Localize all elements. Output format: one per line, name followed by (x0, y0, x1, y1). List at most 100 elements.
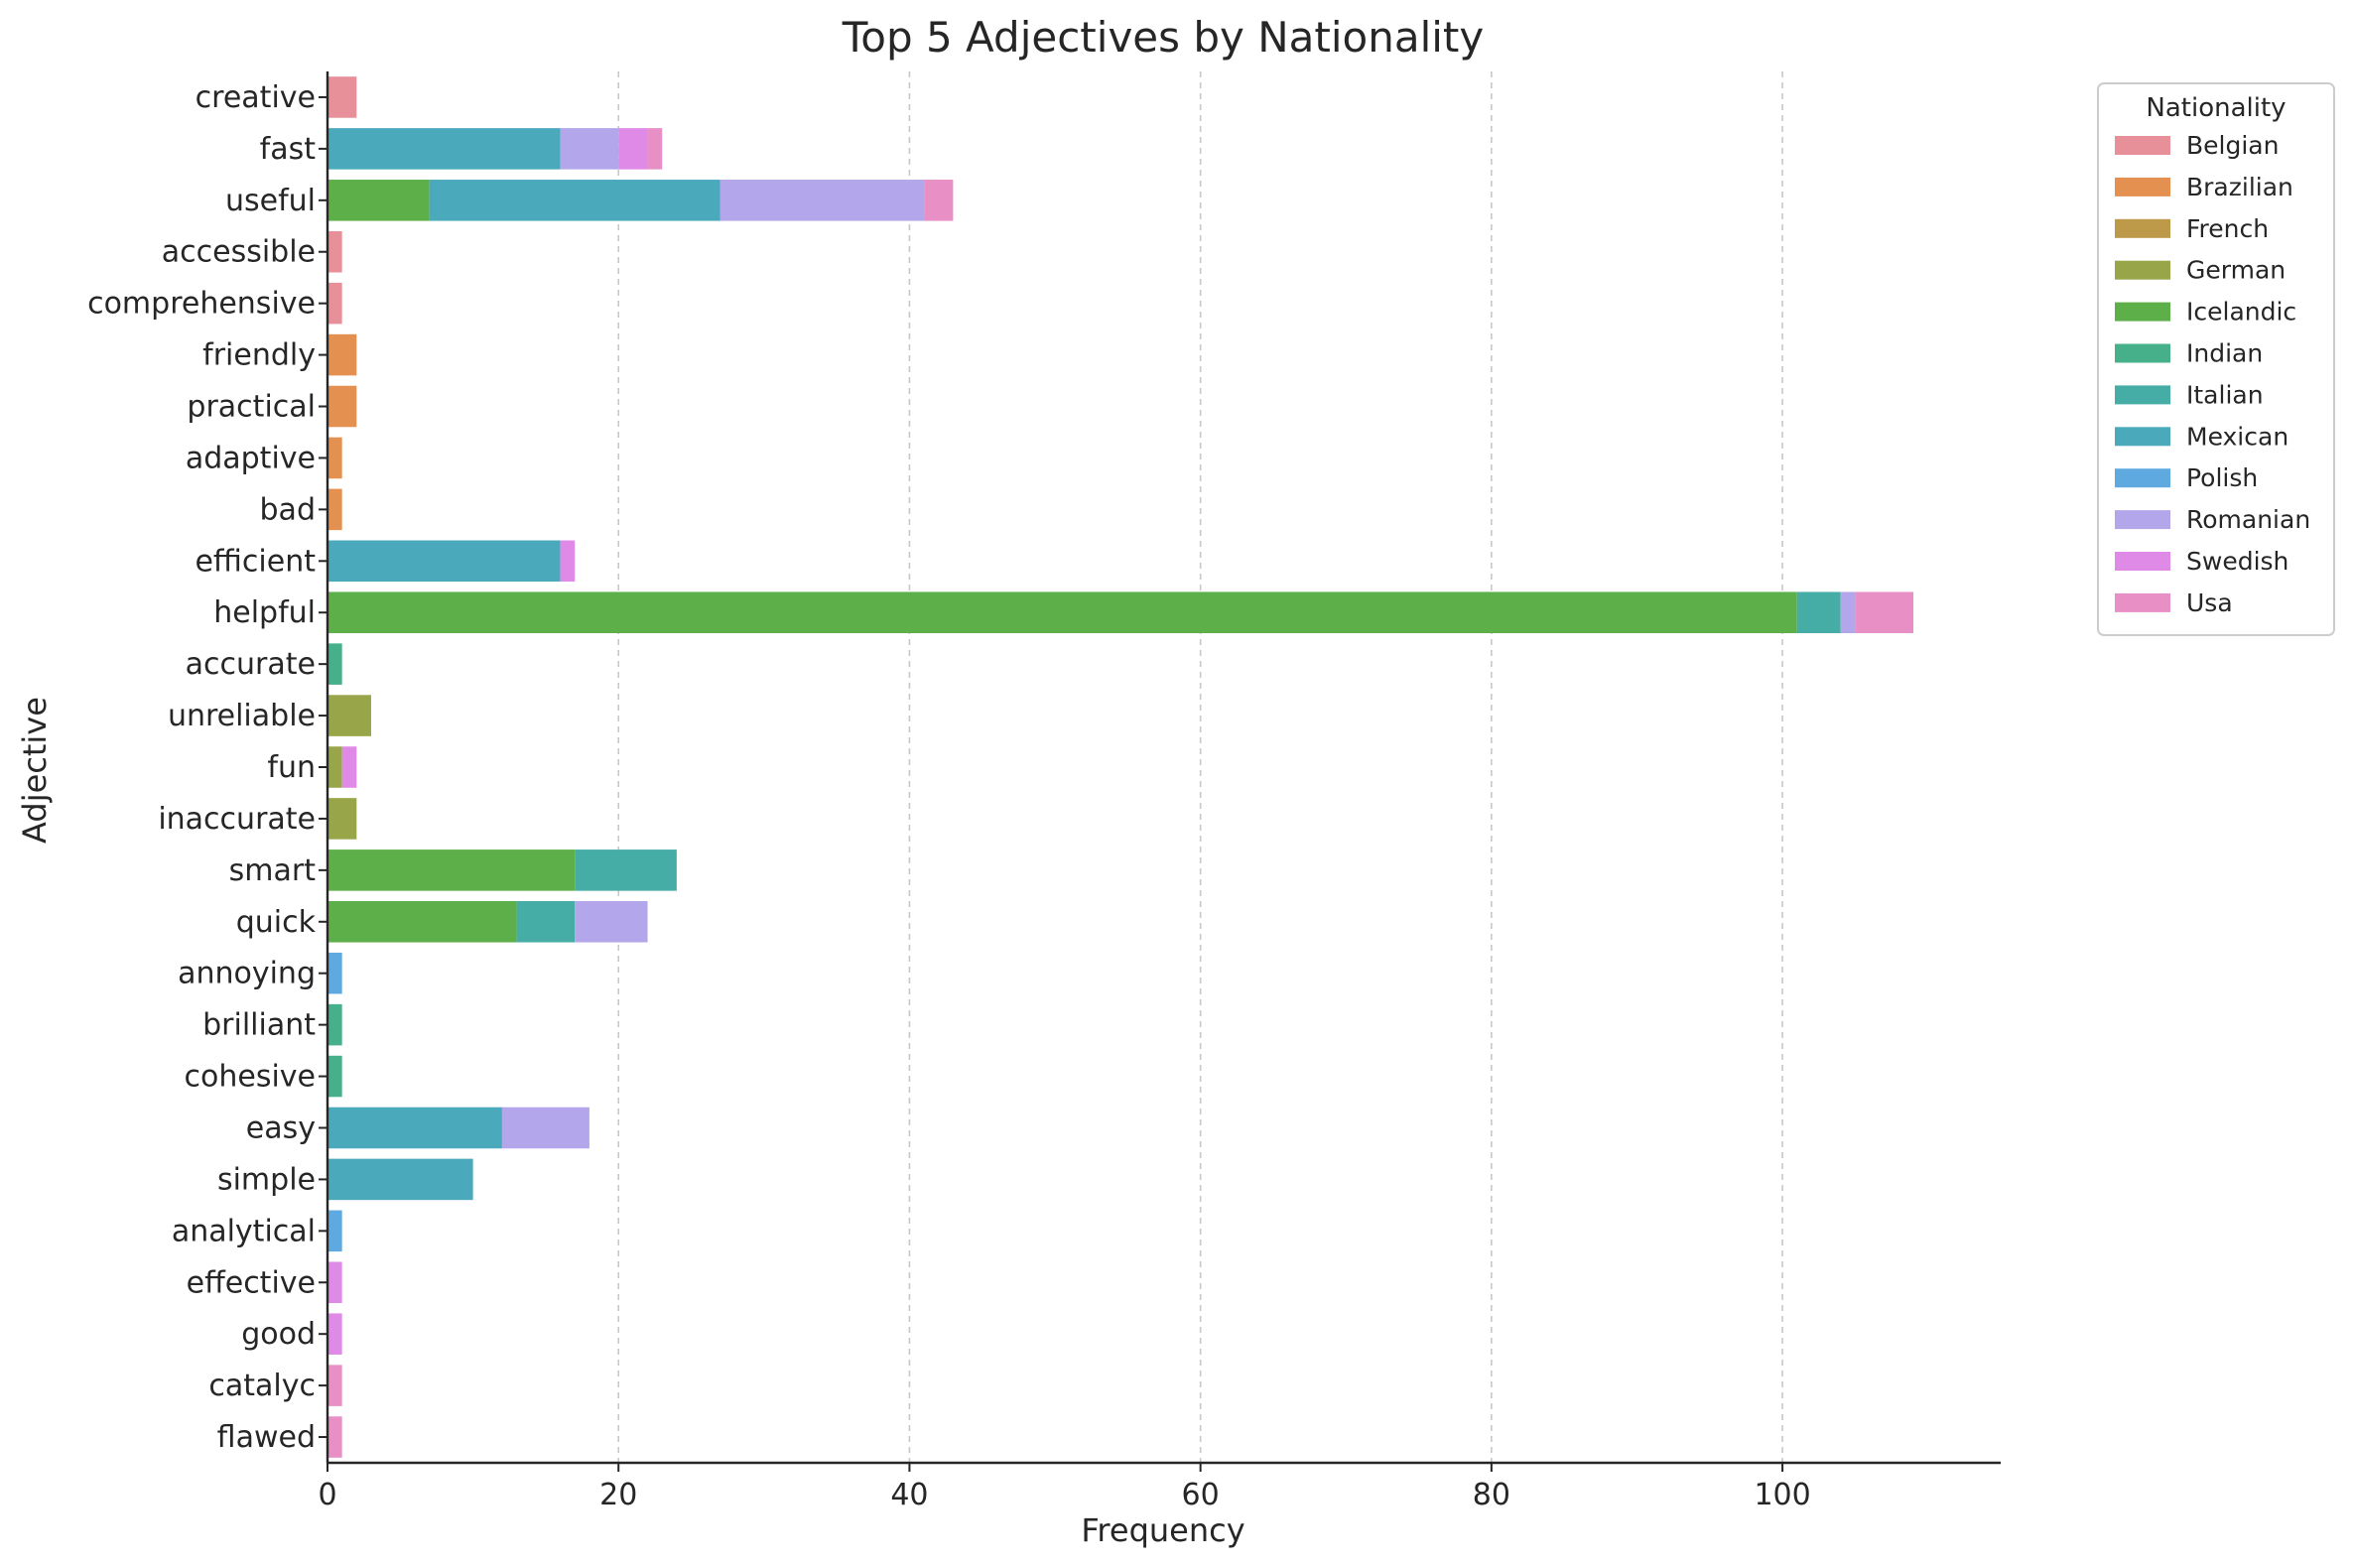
legend-swatch (2115, 136, 2170, 155)
y-tick-label: helpful (213, 595, 316, 630)
legend-label: Belgian (2186, 131, 2279, 160)
y-tick-label: cohesive (185, 1060, 317, 1095)
y-tick-label: easy (246, 1111, 316, 1145)
chart-title: Top 5 Adjectives by Nationality (842, 13, 1485, 62)
x-tick-label: 80 (1473, 1478, 1510, 1512)
y-tick-label: unreliable (168, 699, 316, 733)
bar-segment (1855, 591, 1914, 633)
y-tick-label: practical (187, 390, 316, 425)
legend-swatch (2115, 302, 2170, 322)
bar-segment (327, 333, 357, 376)
y-tick-label: catalyc (208, 1369, 316, 1403)
bar-segment (341, 746, 357, 788)
bar-segment (327, 643, 342, 685)
legend-label: French (2186, 214, 2269, 243)
bars-layer (327, 76, 1914, 1458)
grid-layer (617, 71, 1783, 1463)
legend-label: Polish (2186, 463, 2258, 492)
legend-swatch (2115, 592, 2170, 612)
legend-swatch (2115, 218, 2170, 238)
y-tick-label: quick (236, 905, 317, 940)
legend-title: Nationality (2146, 93, 2286, 123)
bar-segment (560, 540, 576, 583)
bar-segment (327, 746, 342, 788)
legend-label: Icelandic (2186, 298, 2296, 327)
bar-segment (327, 488, 342, 531)
bar-segment (327, 1107, 502, 1149)
bar-segment (516, 901, 576, 943)
y-tick-label: analytical (172, 1214, 316, 1248)
bar-segment (327, 798, 357, 840)
bar-segment (719, 180, 925, 221)
bar-segment (327, 128, 561, 170)
bar-segment (1796, 591, 1841, 633)
legend-label: Italian (2186, 380, 2264, 409)
y-axis-title: Adjective (16, 697, 54, 844)
x-axis-title: Frequency (1081, 1511, 1244, 1549)
bar-segment (327, 1055, 342, 1098)
labels-layer: 0 20 40 60 80 100 creative fast useful accessible… (87, 80, 1811, 1512)
bar-segment (924, 180, 954, 221)
x-tick-label: 100 (1754, 1478, 1810, 1512)
x-tick-label: 60 (1182, 1478, 1220, 1512)
legend-swatch (2115, 343, 2170, 363)
y-tick-label: fast (260, 132, 317, 167)
bar-segment (327, 437, 342, 479)
y-tick-label: bad (260, 492, 316, 527)
bar-segment (327, 1416, 342, 1458)
x-tick-label: 40 (890, 1478, 928, 1512)
x-tick-label: 0 (318, 1478, 336, 1512)
legend-label: Usa (2186, 588, 2233, 617)
axes-layer (319, 71, 2001, 1472)
bar-segment (327, 591, 1797, 633)
y-tick-label: good (241, 1317, 316, 1352)
legend-swatch (2115, 385, 2170, 405)
legend-swatch (2115, 552, 2170, 571)
bar-segment (327, 695, 371, 736)
bar-segment (647, 128, 663, 170)
y-tick-label: accurate (186, 647, 316, 682)
legend-swatch (2115, 177, 2170, 196)
legend-items: Belgian Brazilian French German Icelandic Ind… (2115, 131, 2310, 617)
legend-label: Indian (2186, 339, 2263, 368)
bar-segment (560, 128, 619, 170)
y-tick-label: smart (229, 853, 317, 888)
x-tick-label: 20 (599, 1478, 637, 1512)
y-tick-label: fun (267, 750, 316, 785)
y-tick-label: inaccurate (158, 802, 316, 837)
bar-segment (327, 1365, 342, 1406)
bar-segment (429, 180, 720, 221)
y-tick-label: effective (187, 1265, 316, 1300)
legend: Nationality Belgian Brazilian French German… (2097, 82, 2335, 636)
legend-label: Romanian (2186, 505, 2310, 534)
y-tick-label: creative (196, 80, 316, 115)
bar-segment (327, 180, 430, 221)
legend-label: Brazilian (2186, 173, 2293, 201)
legend-swatch (2115, 510, 2170, 530)
y-tick-label: friendly (202, 338, 316, 373)
bar-segment (327, 540, 561, 583)
legend-swatch (2115, 427, 2170, 447)
legend-label: German (2186, 256, 2286, 285)
bar-segment (327, 230, 342, 273)
bar-segment (575, 849, 677, 891)
bar-segment (327, 385, 357, 428)
bar-segment (327, 1003, 342, 1046)
legend-label: Swedish (2186, 547, 2288, 576)
legend-label: Mexican (2186, 422, 2288, 451)
y-tick-label: flawed (217, 1420, 316, 1455)
bar-segment (327, 76, 357, 118)
y-tick-label: brilliant (202, 1008, 316, 1043)
bar-segment (327, 849, 576, 891)
y-tick-label: efficient (195, 544, 316, 579)
y-tick-label: annoying (178, 957, 316, 991)
y-tick-label: useful (225, 184, 316, 218)
bar-segment (327, 1210, 342, 1252)
legend-swatch (2115, 468, 2170, 488)
y-tick-label: simple (217, 1162, 316, 1197)
legend-swatch (2115, 260, 2170, 280)
bar-segment (327, 1313, 342, 1355)
bar-segment (327, 1261, 342, 1304)
